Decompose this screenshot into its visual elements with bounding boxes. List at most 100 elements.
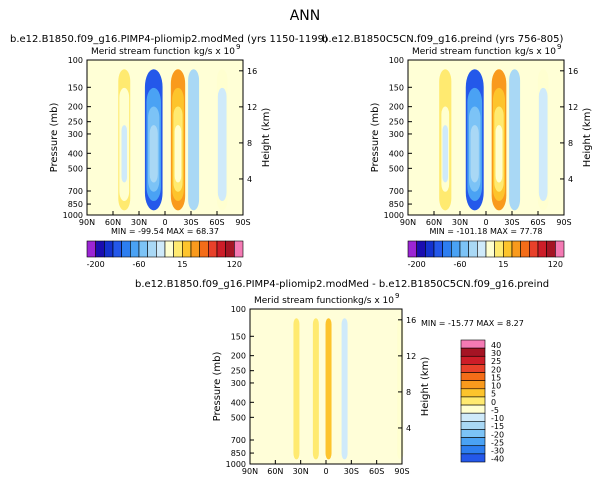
height-tick-label: 12 [406,352,416,361]
colorbar-swatch [442,240,452,258]
x-tick-label: 90S [235,218,250,227]
colorbar-swatch [537,240,547,258]
height-tick-label: 16 [568,67,578,76]
colorbar-swatch [546,240,556,258]
panel-pimp4: b.e12.B1850.f09_g16.PIMP4-pliomip2.modMe… [10,34,328,269]
colorbar-label: -20 [491,430,504,439]
subtitle-left: Merid stream function [412,47,511,57]
height-tick-label: 8 [247,139,252,148]
colorbar-swatch [460,453,486,463]
colorbar-swatch [234,240,244,258]
y-tick-label: 850 [68,200,83,209]
colorbar-swatch [433,240,443,258]
colorbar-swatch [190,240,200,258]
colorbar-label: 120 [548,260,563,269]
colorbar-label: -10 [491,414,504,423]
x-tick-label: 0 [162,218,167,227]
colorbar-swatch [529,240,539,258]
subtitle-units: kg/s x 10 [194,47,235,57]
x-tick-label: 60N [105,218,121,227]
panel-title: b.e12.B1850C5CN.f09_g16.preind (yrs 756-… [322,34,564,45]
page-title: ANN [290,8,321,24]
x-tick-label: 30N [452,218,468,227]
colorbar-label: 15 [177,260,187,269]
y-tick-label: 200 [68,103,83,112]
colorbar-label: -60 [453,260,466,269]
x-tick-label: 30S [183,218,198,227]
height-tick-label: 16 [406,316,416,325]
colorbar-label: -5 [491,406,499,415]
y-tick-label: 300 [231,379,246,388]
x-tick-label: 60S [369,467,384,476]
contour-cell-3-3 [149,125,158,183]
height-tick-label: 4 [247,175,252,184]
colorbar-label: -25 [491,438,504,447]
colorbar-swatch [460,347,486,357]
y-tick-label: 1000 [384,211,404,220]
y-tick-label: 300 [68,130,83,139]
subtitle-exponent: 9 [236,43,240,51]
colorbar-label: -200 [408,260,426,269]
colorbar-swatch [460,380,486,390]
y-tick-label: 250 [231,367,246,376]
colorbar-label: -200 [87,260,105,269]
height-tick-label: 4 [568,175,573,184]
subtitle-exponent: 9 [557,43,561,51]
x-tick-label: 90S [556,218,571,227]
height-tick-label: 16 [247,67,257,76]
colorbar-label: 30 [491,349,501,358]
y-axis-label: Pressure (mb) [212,352,223,422]
colorbar-swatch [460,396,486,406]
y-tick-label: 700 [231,436,246,445]
colorbar-label: 15 [491,373,501,382]
colorbar-swatch [216,240,226,258]
x-tick-label: 30N [293,467,309,476]
y-tick-label: 100 [389,56,404,65]
colorbar-swatch [225,240,235,258]
colorbar-swatch [416,240,426,258]
colorbar-swatch [460,421,486,430]
contour-cell-4-3 [442,125,449,183]
y-tick-label: 250 [68,118,83,127]
colorbar-swatch [425,240,435,258]
height-tick-label: 12 [568,103,578,112]
x-tick-label: 30S [504,218,519,227]
colorbar-swatch [460,364,486,373]
y-tick-label: 400 [389,149,404,158]
colorbar-swatch [130,240,140,258]
colorbar-swatch [460,372,486,381]
contour-cell-4-3 [121,125,128,183]
y-tick-label: 400 [231,398,246,407]
height-tick-label: 8 [568,139,573,148]
y-tick-label: 500 [389,164,404,173]
colorbar-label: -30 [491,447,504,456]
x-tick-label: 90N [242,467,258,476]
x-tick-label: 60S [530,218,545,227]
colorbar-swatch [503,240,513,258]
panel-title: b.e12.B1850.f09_g16.PIMP4-pliomip2.modMe… [10,34,328,45]
x-tick-label: 90N [400,218,416,227]
colorbar-swatch [460,412,486,422]
y-tick-label: 850 [231,449,246,458]
colorbar-label: 5 [491,390,496,399]
y-tick-label: 150 [389,83,404,92]
colorbar-swatch [555,240,565,258]
colorbar-swatch [95,240,105,258]
y-tick-label: 1000 [226,460,246,469]
panel-preind: b.e12.B1850C5CN.f09_g16.preind (yrs 756-… [322,34,593,269]
contour-cell-3-3 [470,125,479,183]
contour-cell-0-1 [538,87,548,202]
height-axis-label: Height (km) [261,108,272,168]
colorbar-swatch [164,240,174,258]
colorbar-label: 10 [491,382,501,391]
subtitle-left: Merid stream function [254,296,353,306]
colorbar-swatch [460,355,486,365]
colorbar-swatch [460,445,486,455]
colorbar-swatch [138,240,148,258]
x-tick-label: 60S [209,218,224,227]
colorbar-swatch [460,437,486,447]
y-tick-label: 200 [389,103,404,112]
colorbar-swatch [104,240,114,258]
colorbar-swatch [407,240,417,258]
